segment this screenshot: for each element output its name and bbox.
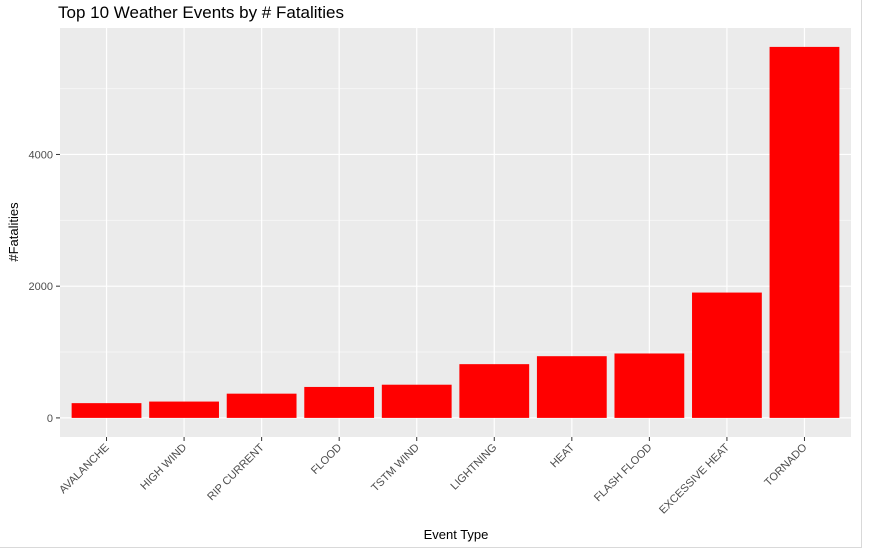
x-tick-label: AVALANCHE [57,442,111,496]
x-tick-label: HIGH WIND [138,442,189,493]
major-gridlines [60,28,851,437]
bars [71,46,840,418]
bar-flood [304,386,375,418]
bar-tstm-wind [381,384,452,418]
bar-tornado [769,46,840,418]
chart-title: Top 10 Weather Events by # Fatalities [58,3,344,22]
x-tick-label: HEAT [548,441,577,470]
bar-high-wind [149,401,219,418]
x-tick-label: TORNADO [762,441,810,489]
x-tick-label: FLASH FLOOD [592,442,655,505]
y-tick-label: 4000 [29,149,53,161]
bar-lightning [459,364,530,418]
y-axis: 0 2000 4000 [29,149,60,425]
x-axis: AVALANCHE HIGH WIND RIP CURRENT FLOOD TSTM W… [57,437,810,517]
bar-excessive-heat [692,292,762,418]
bar-avalanche [71,403,142,418]
y-tick-label: 2000 [29,281,53,293]
bar-flash-flood [614,353,685,418]
x-tick-label: EXCESSIVE HEAT [657,441,732,516]
y-axis-title: #Fatalities [6,202,21,262]
y-tick-label: 0 [47,413,53,425]
x-tick-label: TSTM WIND [369,442,422,495]
x-tick-label: LIGHTNING [449,442,500,493]
x-axis-title: Event Type [424,527,489,542]
x-tick-label: FLOOD [309,442,344,477]
bar-rip-current [226,393,297,418]
x-tick-label: RIP CURRENT [205,441,267,503]
bar-heat [536,356,607,418]
